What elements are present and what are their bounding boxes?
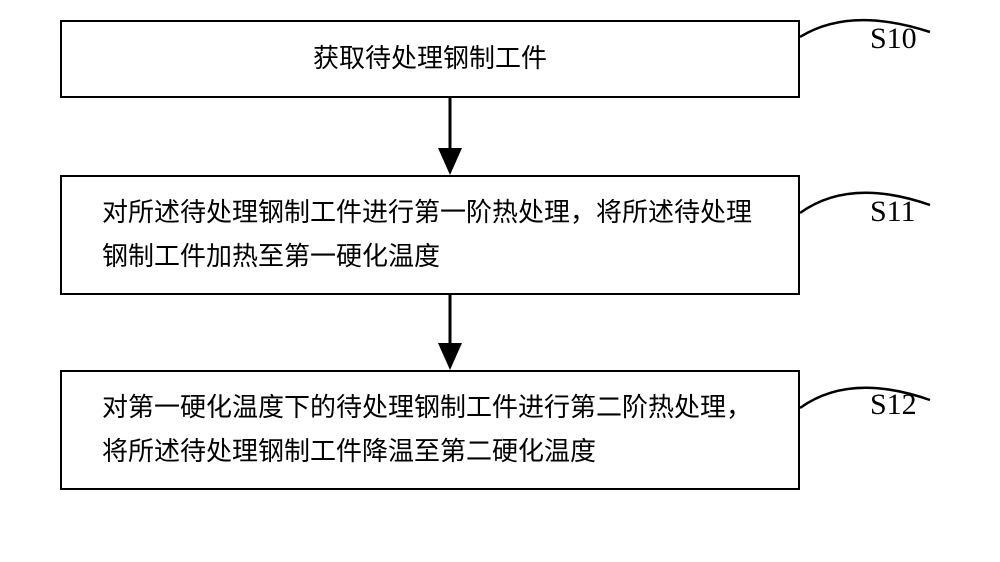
flowchart-container: 获取待处理钢制工件 对所述待处理钢制工件进行第一阶热处理，将所述待处理钢制工件加… bbox=[60, 20, 840, 490]
step-s11: 对所述待处理钢制工件进行第一阶热处理，将所述待处理钢制工件加热至第一硬化温度 bbox=[60, 175, 800, 295]
step-s12-text: 对第一硬化温度下的待处理钢制工件进行第二阶热处理，将所述待处理钢制工件降温至第二… bbox=[62, 374, 798, 486]
arrow-1 bbox=[60, 98, 840, 175]
step-s10: 获取待处理钢制工件 bbox=[60, 20, 800, 98]
label-s10: S10 bbox=[870, 22, 917, 56]
step-s12: 对第一硬化温度下的待处理钢制工件进行第二阶热处理，将所述待处理钢制工件降温至第二… bbox=[60, 370, 800, 490]
arrow-2 bbox=[60, 295, 840, 370]
label-s12: S12 bbox=[870, 388, 917, 422]
step-s11-text: 对所述待处理钢制工件进行第一阶热处理，将所述待处理钢制工件加热至第一硬化温度 bbox=[62, 179, 798, 291]
step-s10-text: 获取待处理钢制工件 bbox=[273, 25, 587, 93]
label-s11: S11 bbox=[870, 195, 916, 229]
